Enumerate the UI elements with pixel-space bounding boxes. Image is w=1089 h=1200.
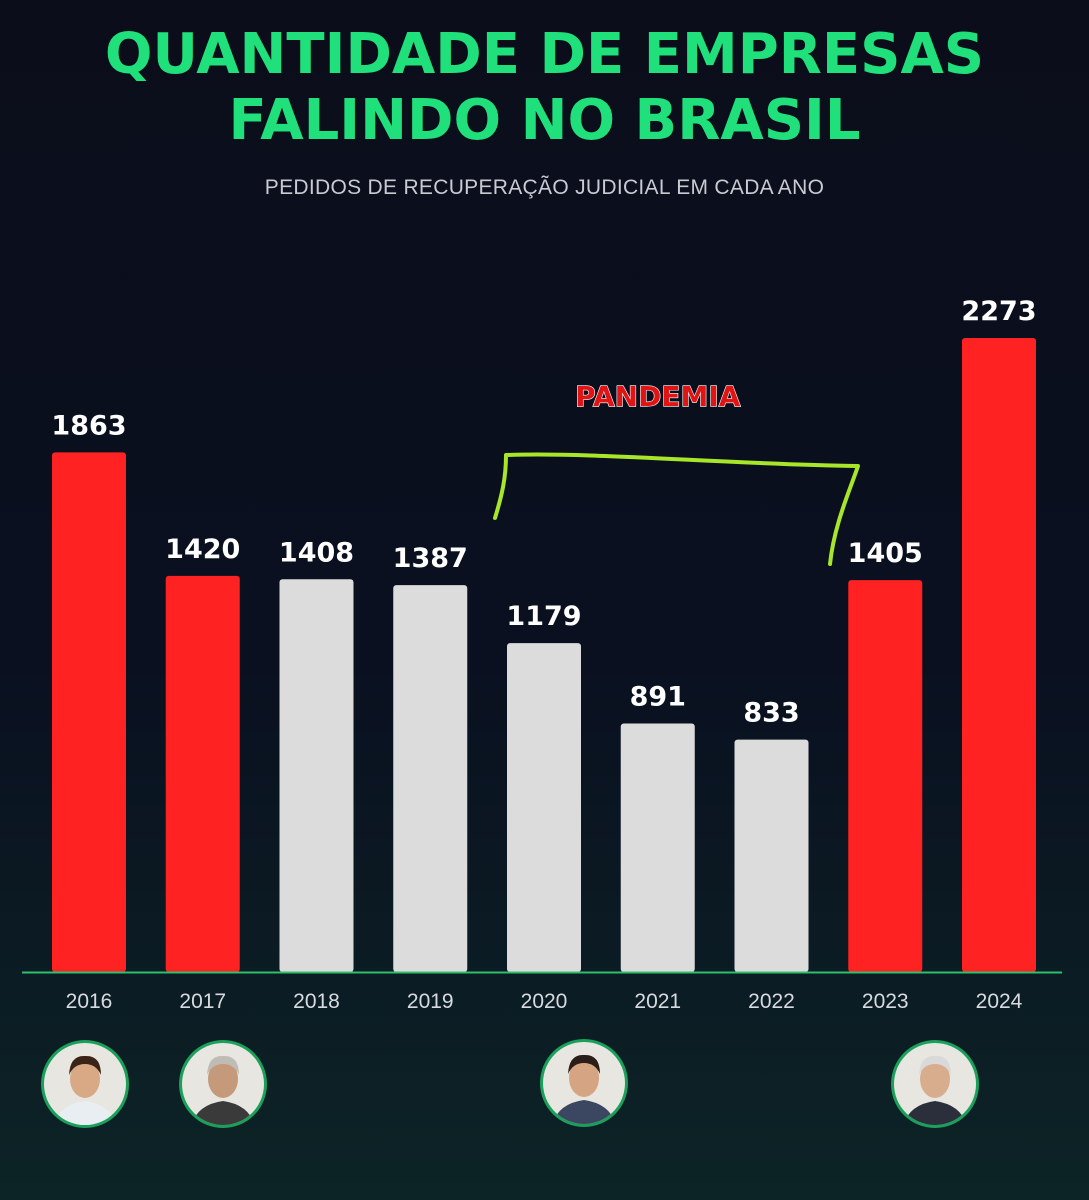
- title-line-1: QUANTIDADE DE EMPRESAS: [104, 22, 985, 87]
- x-tick-2023: 2023: [862, 990, 909, 1013]
- data-label-2023: 1405: [848, 538, 923, 569]
- person-portrait-icon: [178, 1039, 268, 1129]
- bar-2022: [734, 739, 809, 972]
- pandemia-bracket: [493, 452, 860, 566]
- x-tick-2022: 2022: [748, 990, 795, 1013]
- bar-2024: [962, 338, 1036, 972]
- bar-2018: [279, 579, 354, 972]
- data-label-2018: 1408: [279, 537, 354, 568]
- bar-2019: [393, 585, 468, 972]
- bar-2020: [507, 643, 581, 972]
- x-tick-2016: 2016: [66, 990, 113, 1013]
- data-label-2020: 1179: [506, 601, 581, 632]
- x-tick-2024: 2024: [976, 990, 1023, 1013]
- bar-2017: [165, 575, 240, 972]
- x-tick-2018: 2018: [293, 990, 340, 1013]
- data-label-2021: 891: [630, 681, 686, 712]
- data-label-2019: 1387: [393, 543, 468, 574]
- chart-subtitle: PEDIDOS DE RECUPERAÇÃO JUDICIAL EM CADA …: [264, 176, 825, 199]
- annotation-pandemia: PANDEMIA: [575, 380, 741, 413]
- chart-title: QUANTIDADE DE EMPRESAS FALINDO NO BRASIL: [0, 22, 1089, 154]
- bar-2023: [848, 580, 923, 972]
- x-tick-2017: 2017: [179, 990, 226, 1013]
- x-tick-2020: 2020: [521, 990, 568, 1013]
- x-tick-2019: 2019: [407, 990, 454, 1013]
- person-portrait-icon: [890, 1039, 980, 1129]
- bar-2021: [620, 723, 695, 972]
- data-label-2017: 1420: [165, 534, 240, 565]
- data-label-2022: 833: [743, 698, 799, 729]
- person-portrait-icon: [40, 1039, 130, 1129]
- data-label-2024: 2273: [961, 296, 1036, 327]
- data-label-2016: 1863: [51, 410, 126, 441]
- bar-2016: [52, 452, 126, 972]
- title-line-2: FALINDO NO BRASIL: [228, 88, 861, 153]
- x-tick-2021: 2021: [634, 990, 681, 1013]
- person-portrait-icon: [539, 1038, 629, 1128]
